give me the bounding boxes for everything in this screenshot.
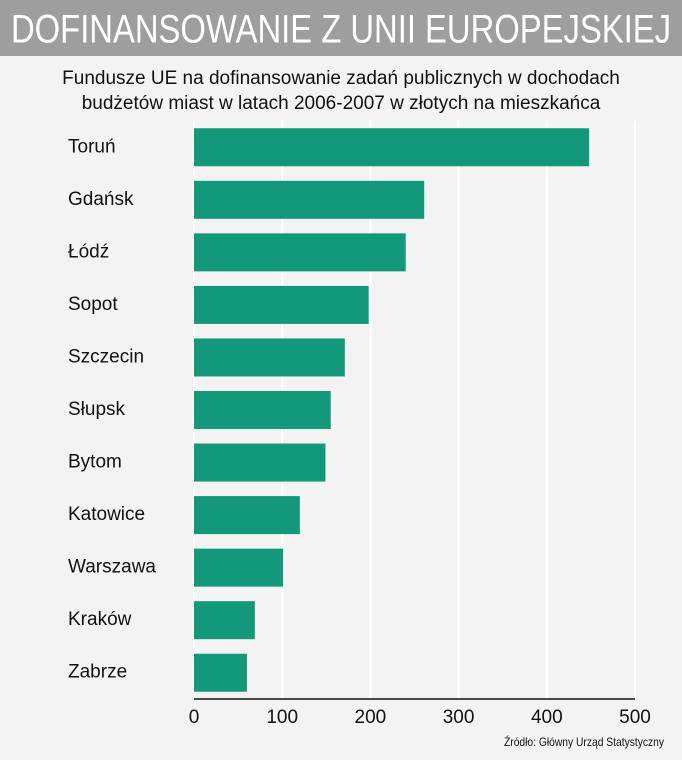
y-tick-label: Bytom xyxy=(68,452,122,473)
x-tick-label: 400 xyxy=(531,707,563,728)
title-banner xyxy=(0,0,682,56)
bar xyxy=(194,338,345,377)
y-tick-label: Łódź xyxy=(68,241,109,262)
y-tick-label: Szczecin xyxy=(68,346,144,367)
y-tick-label: Katowice xyxy=(68,504,145,525)
x-tick-label: 300 xyxy=(443,707,475,728)
y-tick-label: Sopot xyxy=(68,294,118,315)
bar xyxy=(194,496,300,535)
bar xyxy=(194,601,255,640)
x-tick-label: 0 xyxy=(189,707,200,728)
bar xyxy=(194,391,331,429)
bar xyxy=(194,285,369,324)
y-tick-label: Warszawa xyxy=(68,557,156,578)
bar xyxy=(194,548,284,587)
y-tick-label: Słupsk xyxy=(68,399,126,420)
x-tick-label: 200 xyxy=(355,707,387,728)
bar xyxy=(194,443,326,482)
source: Źródło: Główny Urząd Statystyczny xyxy=(504,734,664,749)
bar xyxy=(194,233,406,272)
x-tick-label: 500 xyxy=(619,707,651,728)
y-tick-label: Zabrze xyxy=(68,662,127,683)
chart-title: DOFINANSOWANIE Z UNII EUROPEJSKIEJ xyxy=(11,8,671,52)
chart-subtitle: Fundusze UE na dofinansowanie zadań publ… xyxy=(62,68,620,114)
x-tick-label: 100 xyxy=(266,707,298,728)
bar xyxy=(194,180,425,219)
bar xyxy=(194,653,247,692)
bar xyxy=(194,128,590,167)
y-tick-label: Toruń xyxy=(68,136,116,157)
y-tick-label: Gdańsk xyxy=(68,189,134,210)
y-tick-label: Kraków xyxy=(68,609,132,630)
